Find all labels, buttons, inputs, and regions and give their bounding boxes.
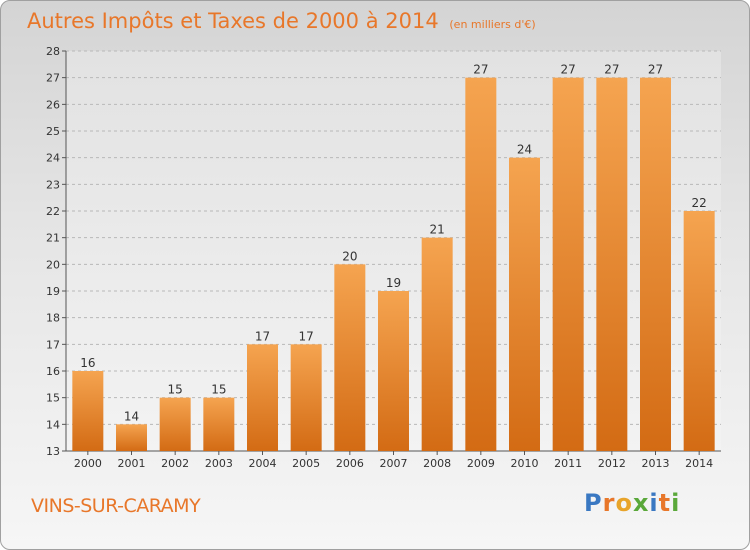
commune-name: VINS-SUR-CARAMY xyxy=(31,495,201,517)
logo-letter: i xyxy=(671,489,681,517)
y-tick-label: 25 xyxy=(46,125,60,138)
y-axis-ticks: 13 14 15 16 17 18 19 20 21 22 23 24 25 26 27 28 xyxy=(46,45,60,458)
x-tick-label: 2009 xyxy=(467,457,495,470)
y-tick-label: 23 xyxy=(46,178,60,191)
data-label: 27 xyxy=(604,63,619,77)
data-label: 20 xyxy=(342,249,357,263)
data-label: 14 xyxy=(124,409,139,423)
logo-letter: P xyxy=(584,489,603,517)
data-label: 27 xyxy=(561,63,576,77)
logo-letter: x xyxy=(632,489,650,517)
chart-title: Autres Impôts et Taxes de 2000 à 2014 (e… xyxy=(27,9,536,33)
x-tick-label: 2006 xyxy=(336,457,364,470)
y-tick-label: 16 xyxy=(46,365,60,378)
bar xyxy=(596,77,628,452)
data-label: 21 xyxy=(430,223,445,237)
x-tick-label: 2003 xyxy=(205,457,233,470)
logo-letter: o xyxy=(615,489,633,517)
bars xyxy=(72,77,715,452)
x-tick-label: 2005 xyxy=(292,457,320,470)
bar xyxy=(290,344,322,451)
data-labels: 16 14 15 15 17 17 20 19 21 27 24 27 27 27 22 xyxy=(80,63,707,424)
x-tick-label: 2014 xyxy=(685,457,713,470)
data-label: 16 xyxy=(80,356,95,370)
y-tick-label: 13 xyxy=(46,445,60,458)
data-label: 27 xyxy=(473,63,488,77)
bar xyxy=(421,237,453,451)
logo-letter: i xyxy=(649,489,659,517)
bar xyxy=(465,77,497,452)
y-tick-label: 20 xyxy=(46,258,60,271)
x-tick-label: 2011 xyxy=(554,457,582,470)
data-label: 15 xyxy=(211,383,226,397)
x-tick-label: 2008 xyxy=(423,457,451,470)
y-tick-label: 22 xyxy=(46,205,60,218)
bar xyxy=(334,264,366,451)
y-tick-label: 26 xyxy=(46,98,60,111)
data-label: 15 xyxy=(168,383,183,397)
proxiti-logo[interactable]: Proxiti xyxy=(584,489,680,517)
x-axis-ticks: 2000 2001 2002 2003 2004 2005 2006 2007 2008 2009… xyxy=(74,457,713,470)
bar xyxy=(640,77,671,452)
logo-letter: r xyxy=(602,489,616,517)
x-tick-label: 2001 xyxy=(118,457,146,470)
bar xyxy=(247,344,278,451)
y-tick-label: 24 xyxy=(46,152,60,165)
y-tick-label: 15 xyxy=(46,392,60,405)
data-label: 24 xyxy=(517,143,532,157)
x-tick-label: 2002 xyxy=(161,457,189,470)
bar xyxy=(159,397,191,451)
bar xyxy=(203,397,235,451)
x-tick-label: 2012 xyxy=(598,457,626,470)
y-tick-label: 14 xyxy=(46,418,60,431)
y-tick-label: 21 xyxy=(46,232,60,245)
x-tick-label: 2013 xyxy=(642,457,670,470)
chart-title-unit: (en milliers d'€) xyxy=(449,18,536,31)
data-label: 17 xyxy=(299,329,314,343)
bar xyxy=(116,424,147,451)
data-label: 22 xyxy=(692,196,707,210)
x-tick-label: 2000 xyxy=(74,457,102,470)
data-label: 17 xyxy=(255,329,270,343)
bar xyxy=(509,157,540,451)
y-tick-label: 17 xyxy=(46,338,60,351)
bar xyxy=(552,77,584,452)
y-tick-label: 28 xyxy=(46,45,60,58)
y-tick-label: 18 xyxy=(46,312,60,325)
chart-title-main: Autres Impôts et Taxes de 2000 à 2014 xyxy=(27,9,439,33)
x-tick-label: 2004 xyxy=(249,457,277,470)
data-label: 19 xyxy=(386,276,401,290)
bar xyxy=(72,371,104,451)
logo-letter: t xyxy=(658,489,672,517)
bar xyxy=(378,291,409,451)
x-tick-label: 2007 xyxy=(380,457,408,470)
x-tick-label: 2010 xyxy=(511,457,539,470)
bar xyxy=(683,211,715,451)
y-tick-label: 27 xyxy=(46,72,60,85)
data-label: 27 xyxy=(648,63,663,77)
y-tick-label: 19 xyxy=(46,285,60,298)
